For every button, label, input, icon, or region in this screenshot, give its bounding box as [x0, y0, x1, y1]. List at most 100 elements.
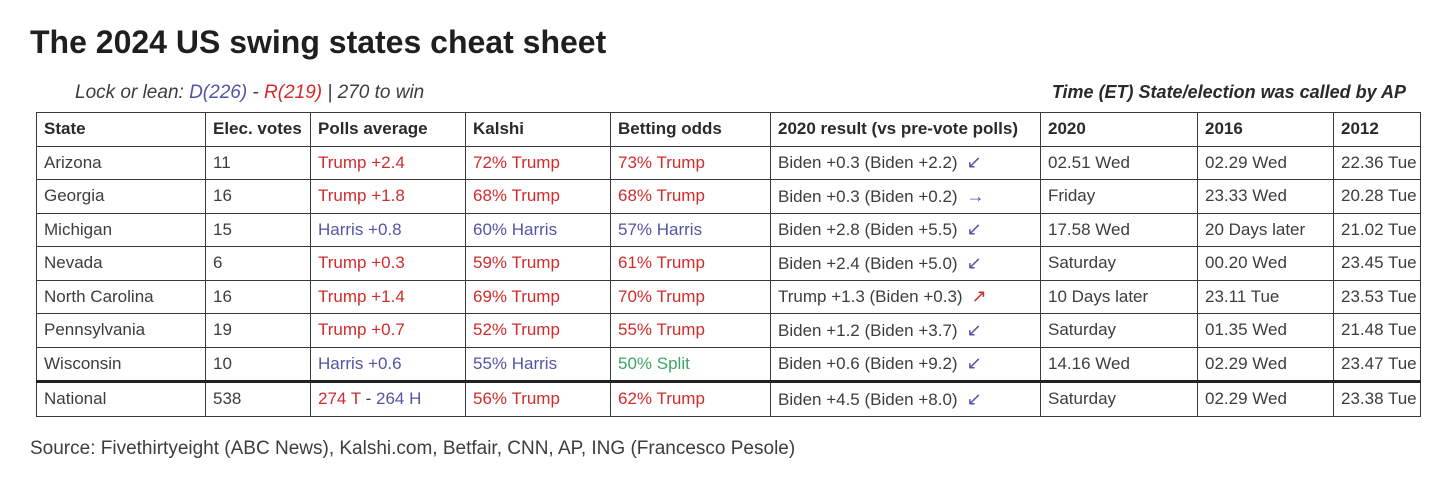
value-text: 57% Harris	[618, 219, 703, 239]
cell-state: Wisconsin	[36, 346, 206, 382]
cell-call-time-2012: 23.53 Tue	[1333, 279, 1421, 314]
cell-elec-votes: 16	[205, 179, 311, 214]
value-text: 68% Trump	[618, 186, 705, 206]
value-text: 56% Trump	[473, 389, 560, 409]
cell-2020-result: Biden +4.5 (Biden +8.0) ↙	[770, 380, 1041, 417]
cell-betting-odds: 73% Trump	[610, 145, 771, 180]
cell-call-time-2012: 23.47 Tue	[1333, 346, 1421, 382]
cell-kalshi: 52% Trump	[465, 313, 611, 348]
cell-polls-average: Trump +2.4	[310, 145, 466, 180]
cell-call-time-2012: 21.48 Tue	[1333, 313, 1421, 348]
value-text: 73% Trump	[618, 152, 705, 172]
trend-arrow-icon: ↙	[966, 319, 982, 340]
value-text: Trump +1.3 (Biden +0.3)	[778, 287, 963, 307]
column-header-polls-average: Polls average	[310, 112, 466, 147]
dem-electoral-count: D(226)	[189, 82, 248, 103]
cell-polls-average: Trump +1.8	[310, 179, 466, 214]
lock-or-lean-suffix: | 270 to win	[322, 82, 425, 103]
column-header-elec-votes: Elec. votes	[205, 112, 311, 147]
page-title: The 2024 US swing states cheat sheet	[30, 24, 607, 60]
cell-state: Nevada	[36, 246, 206, 281]
table-row-michigan: Michigan 15 Harris +0.8 60% Harris 57% H…	[36, 212, 1421, 247]
column-header-2020-result: 2020 result (vs pre-vote polls)	[770, 112, 1041, 147]
cell-2020-result: Biden +2.8 (Biden +5.5) ↙	[770, 212, 1041, 247]
value-text: 60% Harris	[473, 219, 558, 239]
cell-elec-votes: 6	[205, 246, 311, 281]
table-header-row: State Elec. votes Polls average Kalshi B…	[36, 112, 1421, 147]
value-text: 62% Trump	[618, 389, 705, 409]
cell-betting-odds: 68% Trump	[610, 179, 771, 214]
cell-call-time-2012: 23.38 Tue	[1333, 380, 1421, 417]
cell-call-time-2012: 20.28 Tue	[1333, 179, 1421, 214]
lock-or-lean-line: Lock or lean: D(226) - R(219) | 270 to w…	[75, 82, 424, 104]
trend-arrow-icon: ↙	[966, 388, 982, 409]
cell-call-time-2020: Friday	[1040, 179, 1198, 214]
cell-call-time-2020: 14.16 Wed	[1040, 346, 1198, 382]
value-text: 69% Trump	[473, 286, 560, 306]
value-text: -	[365, 389, 376, 409]
value-text: Trump +1.4	[318, 286, 405, 306]
table-row-nevada: Nevada 6 Trump +0.3 59% Trump 61% Trump …	[36, 246, 1421, 281]
cell-call-time-2016: 01.35 Wed	[1197, 313, 1334, 348]
cell-state: North Carolina	[36, 279, 206, 314]
trend-arrow-icon: ↙	[966, 152, 982, 173]
value-text: 61% Trump	[618, 253, 705, 273]
trend-arrow-icon: ↙	[966, 219, 982, 240]
cell-2020-result: Biden +0.6 (Biden +9.2) ↙	[770, 346, 1041, 382]
column-header-2012: 2012	[1333, 112, 1421, 147]
trend-arrow-icon: →	[966, 185, 985, 206]
cell-betting-odds: 62% Trump	[610, 380, 771, 417]
value-text: Trump +1.8	[318, 186, 405, 206]
lock-or-lean-prefix: Lock or lean:	[75, 82, 190, 103]
column-header-2020: 2020	[1040, 112, 1198, 147]
cell-2020-result: Trump +1.3 (Biden +0.3) ↗	[770, 279, 1041, 314]
lock-or-lean-separator: -	[247, 82, 265, 103]
cell-call-time-2016: 23.33 Wed	[1197, 179, 1334, 214]
cell-betting-odds: 61% Trump	[610, 246, 771, 281]
value-text: 52% Trump	[473, 320, 560, 340]
value-text: Harris +0.6	[318, 353, 402, 373]
value-text: 68% Trump	[473, 186, 560, 206]
cell-call-time-2016: 02.29 Wed	[1197, 346, 1334, 382]
column-header-2016: 2016	[1197, 112, 1334, 147]
column-header-kalshi: Kalshi	[465, 112, 611, 147]
trend-arrow-icon: ↙	[966, 353, 982, 374]
cell-betting-odds: 57% Harris	[610, 212, 771, 247]
value-text: Trump +2.4	[318, 152, 405, 172]
cheat-sheet-table: State Elec. votes Polls average Kalshi B…	[36, 112, 1421, 417]
cell-state: Georgia	[36, 179, 206, 214]
cell-kalshi: 56% Trump	[465, 380, 611, 417]
cell-elec-votes: 10	[205, 346, 311, 382]
column-header-state: State	[36, 112, 206, 147]
table-row-pennsylvania: Pennsylvania 19 Trump +0.7 52% Trump 55%…	[36, 313, 1421, 348]
cell-polls-average: Trump +1.4	[310, 279, 466, 314]
value-text: Biden +0.6 (Biden +9.2)	[778, 354, 958, 374]
value-text: Biden +4.5 (Biden +8.0)	[778, 389, 958, 409]
cell-2020-result: Biden +0.3 (Biden +2.2) ↙	[770, 145, 1041, 180]
cell-call-time-2016: 02.29 Wed	[1197, 380, 1334, 417]
cell-kalshi: 69% Trump	[465, 279, 611, 314]
cell-call-time-2016: 00.20 Wed	[1197, 246, 1334, 281]
cell-state: Michigan	[36, 212, 206, 247]
value-text: 274 T	[318, 389, 366, 409]
cell-betting-odds: 50% Split	[610, 346, 771, 382]
table-row-georgia: Georgia 16 Trump +1.8 68% Trump 68% Trum…	[36, 179, 1421, 214]
cell-state: National	[36, 380, 206, 417]
value-text: 55% Harris	[473, 353, 558, 373]
rep-electoral-count: R(219)	[264, 82, 323, 103]
value-text: Biden +2.4 (Biden +5.0)	[778, 253, 958, 273]
cell-elec-votes: 19	[205, 313, 311, 348]
trend-arrow-icon: ↙	[966, 252, 982, 273]
table-row-national: National 538 274 T - 264 H 56% Trump 62%…	[36, 380, 1421, 417]
column-header-betting-odds: Betting odds	[610, 112, 771, 147]
cell-2020-result: Biden +0.3 (Biden +0.2) →	[770, 179, 1041, 214]
cell-call-time-2012: 21.02 Tue	[1333, 212, 1421, 247]
cell-elec-votes: 16	[205, 279, 311, 314]
value-text: 55% Trump	[618, 320, 705, 340]
cell-call-time-2020: 17.58 Wed	[1040, 212, 1198, 247]
value-text: Biden +0.3 (Biden +2.2)	[778, 153, 958, 173]
value-text: Trump +0.7	[318, 320, 405, 340]
cell-kalshi: 55% Harris	[465, 346, 611, 382]
cell-polls-average: Trump +0.3	[310, 246, 466, 281]
